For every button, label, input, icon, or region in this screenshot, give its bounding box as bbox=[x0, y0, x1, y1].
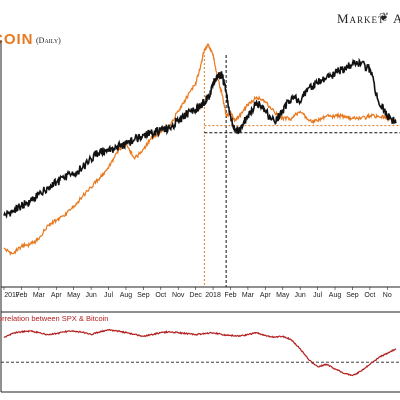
x-tick-label: Oct bbox=[155, 292, 166, 299]
x-tick-label: Nov bbox=[172, 292, 185, 299]
brand-tail: A bbox=[393, 11, 400, 26]
x-tick-label: Sep bbox=[137, 292, 150, 299]
x-tick-label: Aug bbox=[120, 292, 133, 299]
dna-helix-icon: ❦ bbox=[379, 10, 390, 24]
x-tick-label: Apr bbox=[51, 292, 63, 299]
spx-series-line bbox=[3, 57, 397, 219]
x-tick-label: No bbox=[383, 292, 392, 299]
x-tick-label: 2018 bbox=[205, 292, 221, 299]
x-tick-label: Dec bbox=[189, 292, 202, 299]
chart-title-note: (Daily) bbox=[36, 36, 61, 45]
x-tick-label: Aug bbox=[329, 292, 342, 299]
x-tick-label: Feb bbox=[224, 292, 236, 299]
x-tick-label: Jul bbox=[104, 292, 113, 299]
x-tick-label: Oct bbox=[364, 292, 375, 299]
chart-title: COIN bbox=[0, 31, 34, 48]
x-tick-label: Mar bbox=[33, 292, 46, 299]
x-tick-label: Jul bbox=[313, 292, 322, 299]
x-tick-label: May bbox=[276, 292, 290, 299]
x-tick-label: Apr bbox=[260, 292, 272, 299]
x-tick-label: May bbox=[67, 292, 81, 299]
x-tick-label: 2017 bbox=[4, 292, 20, 299]
x-tick-label: Sep bbox=[346, 292, 359, 299]
x-tick-label: Feb bbox=[15, 292, 27, 299]
brand-text: Market bbox=[337, 11, 385, 26]
correlation-panel-label: orrelation between SPX & Bitcoin bbox=[0, 314, 109, 323]
correlation-series-line bbox=[3, 328, 397, 377]
x-tick-label: Mar bbox=[242, 292, 255, 299]
bitcoin-series-line bbox=[3, 42, 397, 257]
x-tick-label: Jun bbox=[295, 292, 306, 299]
x-tick-label: Jun bbox=[85, 292, 96, 299]
